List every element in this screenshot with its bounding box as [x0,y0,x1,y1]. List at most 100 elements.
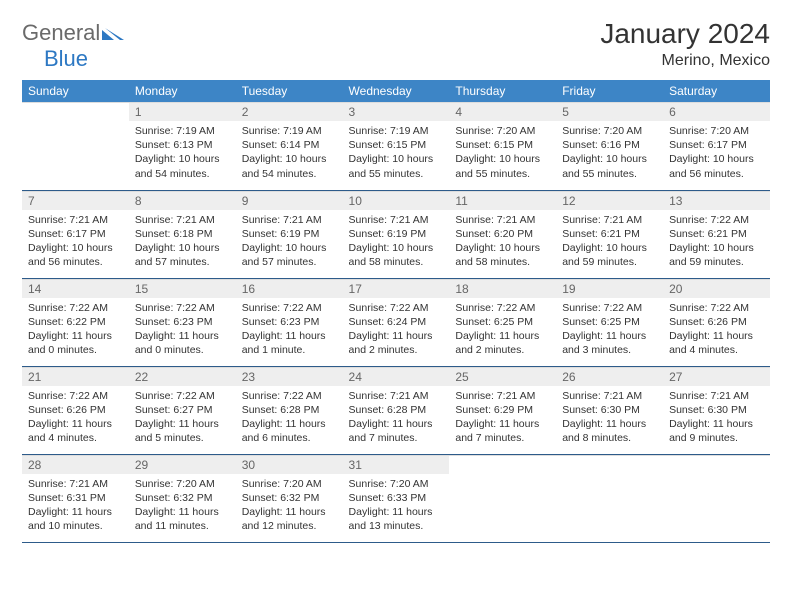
calendar-row: 7Sunrise: 7:21 AM Sunset: 6:17 PM Daylig… [22,190,770,278]
weekday-header: Saturday [663,80,770,102]
day-number: 27 [663,367,770,386]
calendar-cell: 3Sunrise: 7:19 AM Sunset: 6:15 PM Daylig… [343,102,450,190]
day-number: 14 [22,279,129,298]
calendar-row: 28Sunrise: 7:21 AM Sunset: 6:31 PM Dayli… [22,454,770,542]
day-details [22,121,129,130]
day-number [449,455,556,474]
calendar-cell: 16Sunrise: 7:22 AM Sunset: 6:23 PM Dayli… [236,278,343,366]
calendar-cell: 12Sunrise: 7:21 AM Sunset: 6:21 PM Dayli… [556,190,663,278]
day-number: 30 [236,455,343,474]
calendar-cell: 10Sunrise: 7:21 AM Sunset: 6:19 PM Dayli… [343,190,450,278]
day-number: 11 [449,191,556,210]
day-details: Sunrise: 7:22 AM Sunset: 6:28 PM Dayligh… [236,386,343,452]
day-number: 3 [343,102,450,121]
calendar-row: 21Sunrise: 7:22 AM Sunset: 6:26 PM Dayli… [22,366,770,454]
day-details [449,474,556,483]
day-details: Sunrise: 7:22 AM Sunset: 6:27 PM Dayligh… [129,386,236,452]
calendar-cell: 19Sunrise: 7:22 AM Sunset: 6:25 PM Dayli… [556,278,663,366]
day-details: Sunrise: 7:22 AM Sunset: 6:24 PM Dayligh… [343,298,450,364]
day-number: 17 [343,279,450,298]
day-number: 23 [236,367,343,386]
location-label: Merino, Mexico [600,52,770,70]
calendar-cell: 5Sunrise: 7:20 AM Sunset: 6:16 PM Daylig… [556,102,663,190]
calendar-cell [449,454,556,542]
calendar-cell [663,454,770,542]
day-details: Sunrise: 7:21 AM Sunset: 6:17 PM Dayligh… [22,210,129,276]
day-number: 7 [22,191,129,210]
day-number: 8 [129,191,236,210]
calendar-head: Sunday Monday Tuesday Wednesday Thursday… [22,80,770,102]
day-details: Sunrise: 7:22 AM Sunset: 6:23 PM Dayligh… [129,298,236,364]
brand-blue: Blue [44,46,88,71]
day-details: Sunrise: 7:20 AM Sunset: 6:33 PM Dayligh… [343,474,450,540]
day-details: Sunrise: 7:20 AM Sunset: 6:17 PM Dayligh… [663,121,770,187]
day-details: Sunrise: 7:22 AM Sunset: 6:26 PM Dayligh… [22,386,129,452]
day-number: 2 [236,102,343,121]
weekday-header: Tuesday [236,80,343,102]
day-details: Sunrise: 7:21 AM Sunset: 6:20 PM Dayligh… [449,210,556,276]
day-number: 6 [663,102,770,121]
day-number: 15 [129,279,236,298]
calendar-page: GeneralBlue January 2024 Merino, Mexico … [0,0,792,553]
weekday-header: Thursday [449,80,556,102]
calendar-cell: 9Sunrise: 7:21 AM Sunset: 6:19 PM Daylig… [236,190,343,278]
day-number: 20 [663,279,770,298]
day-details: Sunrise: 7:22 AM Sunset: 6:21 PM Dayligh… [663,210,770,276]
weekday-header: Friday [556,80,663,102]
day-details: Sunrise: 7:21 AM Sunset: 6:18 PM Dayligh… [129,210,236,276]
calendar-cell: 18Sunrise: 7:22 AM Sunset: 6:25 PM Dayli… [449,278,556,366]
calendar-body: 1Sunrise: 7:19 AM Sunset: 6:13 PM Daylig… [22,102,770,542]
weekday-header: Sunday [22,80,129,102]
day-details: Sunrise: 7:22 AM Sunset: 6:25 PM Dayligh… [449,298,556,364]
day-details: Sunrise: 7:22 AM Sunset: 6:22 PM Dayligh… [22,298,129,364]
calendar-cell: 31Sunrise: 7:20 AM Sunset: 6:33 PM Dayli… [343,454,450,542]
day-details: Sunrise: 7:21 AM Sunset: 6:30 PM Dayligh… [663,386,770,452]
day-details: Sunrise: 7:21 AM Sunset: 6:21 PM Dayligh… [556,210,663,276]
calendar-cell: 2Sunrise: 7:19 AM Sunset: 6:14 PM Daylig… [236,102,343,190]
day-details: Sunrise: 7:22 AM Sunset: 6:26 PM Dayligh… [663,298,770,364]
day-details: Sunrise: 7:20 AM Sunset: 6:16 PM Dayligh… [556,121,663,187]
calendar-cell [22,102,129,190]
calendar-cell: 29Sunrise: 7:20 AM Sunset: 6:32 PM Dayli… [129,454,236,542]
calendar-row: 1Sunrise: 7:19 AM Sunset: 6:13 PM Daylig… [22,102,770,190]
day-number: 24 [343,367,450,386]
calendar-cell: 21Sunrise: 7:22 AM Sunset: 6:26 PM Dayli… [22,366,129,454]
day-number: 26 [556,367,663,386]
day-number: 4 [449,102,556,121]
day-details: Sunrise: 7:22 AM Sunset: 6:25 PM Dayligh… [556,298,663,364]
day-number: 25 [449,367,556,386]
calendar-cell: 22Sunrise: 7:22 AM Sunset: 6:27 PM Dayli… [129,366,236,454]
day-details [663,474,770,483]
calendar-cell: 28Sunrise: 7:21 AM Sunset: 6:31 PM Dayli… [22,454,129,542]
day-number [22,102,129,121]
day-details: Sunrise: 7:19 AM Sunset: 6:15 PM Dayligh… [343,121,450,187]
day-number: 5 [556,102,663,121]
brand-logo: GeneralBlue [22,18,124,70]
day-number: 22 [129,367,236,386]
calendar-cell: 24Sunrise: 7:21 AM Sunset: 6:28 PM Dayli… [343,366,450,454]
day-number: 9 [236,191,343,210]
day-details [556,474,663,483]
calendar-cell: 7Sunrise: 7:21 AM Sunset: 6:17 PM Daylig… [22,190,129,278]
day-details: Sunrise: 7:21 AM Sunset: 6:28 PM Dayligh… [343,386,450,452]
header: GeneralBlue January 2024 Merino, Mexico [22,18,770,70]
calendar-cell: 15Sunrise: 7:22 AM Sunset: 6:23 PM Dayli… [129,278,236,366]
day-number: 29 [129,455,236,474]
weekday-header: Monday [129,80,236,102]
day-number: 31 [343,455,450,474]
day-details: Sunrise: 7:22 AM Sunset: 6:23 PM Dayligh… [236,298,343,364]
day-number: 13 [663,191,770,210]
day-number [556,455,663,474]
calendar-cell [556,454,663,542]
day-details: Sunrise: 7:19 AM Sunset: 6:14 PM Dayligh… [236,121,343,187]
day-number: 10 [343,191,450,210]
day-details: Sunrise: 7:20 AM Sunset: 6:32 PM Dayligh… [129,474,236,540]
day-details: Sunrise: 7:21 AM Sunset: 6:30 PM Dayligh… [556,386,663,452]
calendar-cell: 14Sunrise: 7:22 AM Sunset: 6:22 PM Dayli… [22,278,129,366]
calendar-cell: 8Sunrise: 7:21 AM Sunset: 6:18 PM Daylig… [129,190,236,278]
day-number: 12 [556,191,663,210]
calendar-cell: 11Sunrise: 7:21 AM Sunset: 6:20 PM Dayli… [449,190,556,278]
calendar-cell: 13Sunrise: 7:22 AM Sunset: 6:21 PM Dayli… [663,190,770,278]
day-number [663,455,770,474]
day-number: 19 [556,279,663,298]
